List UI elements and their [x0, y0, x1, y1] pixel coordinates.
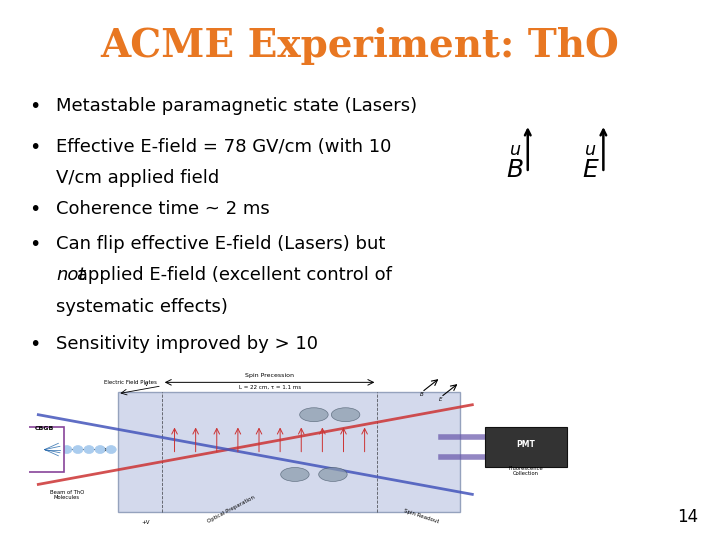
Text: Metastable paramagnetic state (Lasers): Metastable paramagnetic state (Lasers) [56, 97, 418, 115]
Text: -V: -V [143, 382, 149, 387]
Text: Optical Preparation: Optical Preparation [207, 495, 256, 524]
Ellipse shape [319, 468, 347, 482]
Text: L = 22 cm, τ = 1.1 ms: L = 22 cm, τ = 1.1 ms [238, 385, 301, 390]
Text: Can flip effective E-field (Lasers) but: Can flip effective E-field (Lasers) but [56, 235, 385, 253]
Circle shape [95, 446, 105, 454]
Text: V/cm applied field: V/cm applied field [56, 169, 220, 187]
Text: 14: 14 [678, 509, 698, 526]
Circle shape [84, 446, 94, 454]
Text: Beam of ThO
Molecules: Beam of ThO Molecules [50, 490, 84, 501]
Text: systematic effects): systematic effects) [56, 298, 228, 315]
Circle shape [106, 446, 116, 454]
Text: Sensitivity improved by > 10: Sensitivity improved by > 10 [56, 335, 318, 353]
Ellipse shape [331, 408, 360, 422]
Text: Effective E-field = 78 GV/cm (with 10: Effective E-field = 78 GV/cm (with 10 [56, 138, 392, 156]
Text: •: • [29, 200, 40, 219]
Text: E: E [439, 397, 442, 402]
Text: PMT: PMT [517, 440, 536, 449]
FancyBboxPatch shape [117, 392, 459, 512]
Circle shape [62, 446, 72, 454]
Ellipse shape [300, 408, 328, 422]
Text: Spin Readout: Spin Readout [403, 508, 440, 524]
Text: Fluorescence
Collection: Fluorescence Collection [509, 465, 544, 476]
Text: B: B [420, 392, 423, 397]
Circle shape [73, 446, 83, 454]
Text: $\mathit{\overset{u}{B}}$: $\mathit{\overset{u}{B}}$ [506, 146, 523, 183]
Text: •: • [29, 138, 40, 157]
Text: CBGB: CBGB [35, 426, 54, 430]
Text: +V: +V [142, 520, 150, 525]
Text: $\mathit{\overset{u}{E}}$: $\mathit{\overset{u}{E}}$ [582, 146, 599, 183]
Ellipse shape [281, 468, 309, 482]
Text: •: • [29, 235, 40, 254]
Bar [485, 427, 567, 467]
Text: Spin Precession: Spin Precession [245, 373, 294, 379]
Text: ACME Experiment: ThO: ACME Experiment: ThO [101, 27, 619, 65]
Bar [26, 427, 63, 472]
Text: Electric Field Plates: Electric Field Plates [104, 380, 157, 385]
Text: Coherence time ~ 2 ms: Coherence time ~ 2 ms [56, 200, 270, 218]
Text: not: not [56, 266, 86, 284]
Text: •: • [29, 97, 40, 116]
Text: •: • [29, 335, 40, 354]
Text: applied E-field (excellent control of: applied E-field (excellent control of [71, 266, 392, 284]
